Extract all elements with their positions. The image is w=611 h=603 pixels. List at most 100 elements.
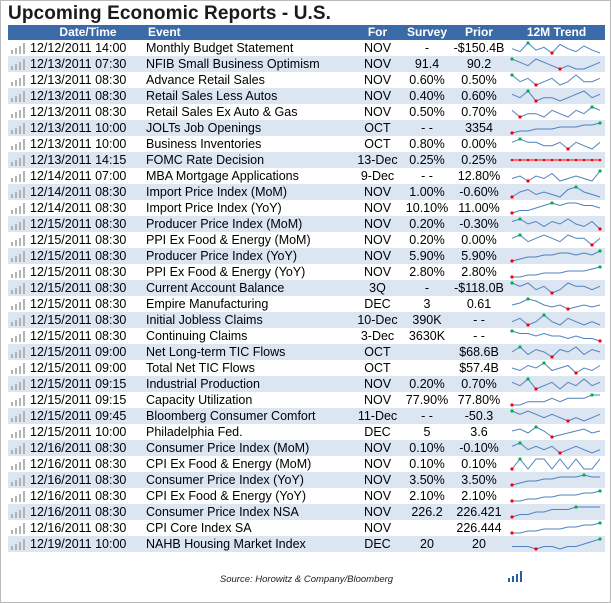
cell-for: 9-Dec [360, 169, 395, 183]
bar-chart-icon[interactable] [11, 443, 27, 454]
trend-low-marker [598, 339, 602, 343]
cell-for: NOV [363, 105, 392, 119]
table-row: 12/15/2011 09:15 Capacity Utilization NOV 7… [8, 392, 605, 408]
cell-survey: 5.90% [409, 249, 445, 263]
cell-prior: -$118.0B [454, 281, 504, 295]
table-row: 12/14/2011 08:30 Import Price Index (YoY)… [8, 200, 605, 216]
cell-for: OCT [364, 121, 391, 135]
bar-chart-icon[interactable] [11, 203, 27, 214]
trend-sparkline [508, 312, 605, 328]
trend-point [542, 158, 546, 162]
trend-line [511, 346, 601, 358]
bar-chart-icon[interactable] [11, 75, 27, 86]
column-header-trend: 12M Trend [526, 25, 587, 39]
trend-low-marker [534, 99, 538, 103]
bar-chart-icon[interactable] [11, 59, 27, 70]
trend-line [511, 122, 601, 134]
cell-prior: 2.80% [461, 265, 497, 279]
bar-chart-icon[interactable] [11, 491, 27, 502]
cell-survey: 0.25% [409, 153, 445, 167]
bar-chart-icon[interactable] [11, 123, 27, 134]
trend-high-marker [518, 345, 522, 349]
table-row: 12/14/2011 08:30 Import Price Index (MoM)… [8, 184, 605, 200]
table-row: 12/13/2011 14:15 FOMC Rate Decision 13-Dec… [8, 152, 605, 168]
bar-chart-icon[interactable] [11, 523, 27, 534]
trend-sparkline [508, 56, 605, 72]
trend-point [566, 158, 570, 162]
trend-low-marker [598, 227, 602, 231]
trend-line [511, 426, 601, 438]
trend-low-marker [574, 371, 578, 375]
table-row: 12/15/2011 09:00 Total Net TIC Flows OCT $5… [8, 360, 605, 376]
cell-survey: 226.2 [411, 505, 443, 519]
bar-chart-icon[interactable] [11, 411, 27, 422]
bar-chart-icon[interactable] [11, 171, 27, 182]
bar-chart-icon[interactable] [11, 43, 27, 54]
trend-low-marker [510, 515, 514, 519]
cell-date: 12/15/2011 09:00 [30, 345, 127, 359]
page-title: Upcoming Economic Reports - U.S. [8, 3, 332, 24]
trend-line [511, 442, 601, 454]
bar-chart-icon[interactable] [11, 187, 27, 198]
table-row: 12/16/2011 08:30 Consumer Price Index (Yo… [8, 472, 605, 488]
trend-high-marker [526, 297, 530, 301]
cell-date: 12/13/2011 14:15 [30, 153, 127, 167]
cell-event: Producer Price Index (MoM) [146, 217, 303, 231]
bar-chart-icon[interactable] [11, 475, 27, 486]
trend-low-marker [510, 195, 514, 199]
trend-sparkline [508, 360, 605, 376]
bar-chart-icon[interactable] [11, 219, 27, 230]
bar-chart-icon[interactable] [11, 347, 27, 358]
trend-sparkline [508, 40, 605, 56]
table-row: 12/15/2011 08:30 Producer Price Index (Yo… [8, 248, 605, 264]
table-row: 12/16/2011 08:30 Consumer Price Index NSA… [8, 504, 605, 520]
cell-event: Business Inventories [146, 137, 262, 151]
trend-high-marker [574, 185, 578, 189]
trend-low-marker [566, 307, 570, 311]
trend-sparkline [508, 264, 605, 280]
trend-high-marker [534, 425, 538, 429]
trend-high-marker [542, 361, 546, 365]
column-header-for: For [367, 25, 388, 39]
bar-chart-icon[interactable] [11, 267, 27, 278]
trend-sparkline [508, 408, 605, 424]
cell-event: NFIB Small Business Optimism [146, 57, 320, 71]
cell-event: Import Price Index (YoY) [146, 201, 282, 215]
bar-chart-icon[interactable] [11, 331, 27, 342]
bar-chart-icon[interactable] [11, 539, 27, 550]
trend-line [511, 106, 601, 118]
bar-chart-icon[interactable] [11, 315, 27, 326]
trend-point [534, 158, 538, 162]
table-row: 12/13/2011 08:30 Retail Sales Less Autos N… [8, 88, 605, 104]
cell-date: 12/13/2011 07:30 [30, 57, 127, 71]
bar-chart-icon[interactable] [11, 155, 27, 166]
bar-chart-icon[interactable] [11, 235, 27, 246]
table-row: 12/13/2011 07:30 NFIB Small Business Opti… [8, 56, 605, 72]
cell-survey: 0.10% [409, 441, 445, 455]
bar-chart-icon[interactable] [11, 379, 27, 390]
column-header-prior: Prior [464, 25, 493, 39]
bar-chart-icon[interactable] [11, 107, 27, 118]
cell-date: 12/14/2011 07:00 [30, 169, 127, 183]
bar-chart-icon[interactable] [11, 299, 27, 310]
cell-prior: 90.2 [466, 57, 492, 71]
cell-survey: 2.10% [409, 489, 445, 503]
trend-high-marker [518, 233, 522, 237]
bar-chart-icon[interactable] [11, 507, 27, 518]
bar-chart-icon[interactable] [11, 395, 27, 406]
bar-chart-icon[interactable] [11, 91, 27, 102]
cell-for: NOV [363, 41, 392, 55]
table-row: 12/15/2011 09:45 Bloomberg Consumer Comfo… [8, 408, 605, 424]
cell-survey: 0.60% [409, 73, 445, 87]
table-row: 12/15/2011 09:15 Industrial Production NOV… [8, 376, 605, 392]
bar-chart-icon[interactable] [11, 139, 27, 150]
cell-prior: -$150.4B [453, 41, 505, 55]
bar-chart-icon[interactable] [11, 251, 27, 262]
bar-chart-icon[interactable] [11, 363, 27, 374]
bar-chart-icon[interactable] [11, 459, 27, 470]
cell-date: 12/16/2011 08:30 [30, 521, 127, 535]
cell-prior: -0.60% [459, 185, 499, 199]
bar-chart-icon[interactable] [11, 283, 27, 294]
bar-chart-icon[interactable] [11, 427, 27, 438]
cell-date: 12/15/2011 08:30 [30, 297, 127, 311]
